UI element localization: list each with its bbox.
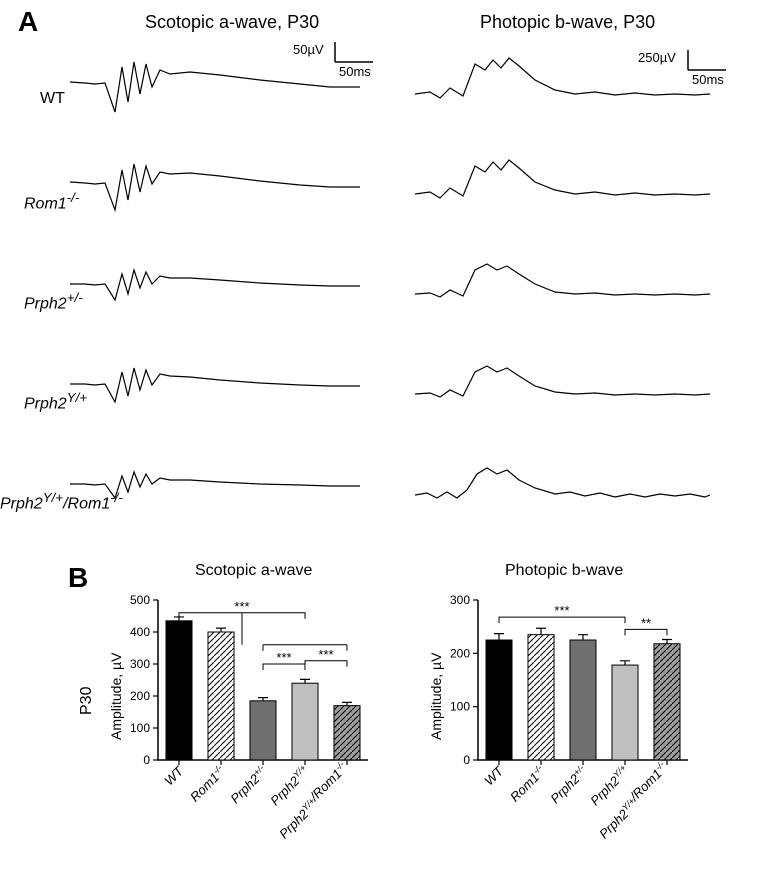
scotopic-bar-title: Scotopic a-wave (195, 562, 312, 580)
photopic-trace (415, 52, 725, 122)
photopic-bar-chart: 0100200300WTRom1-/-Prph2+/-Prph2Y/+Prph2… (450, 590, 700, 885)
p30-side-label: P30 (78, 687, 96, 715)
svg-text:100: 100 (130, 721, 150, 735)
svg-text:300: 300 (130, 657, 150, 671)
scotopic-trace (70, 352, 370, 422)
panel-a-label: A (18, 6, 38, 38)
svg-text:***: *** (234, 599, 249, 614)
panel-b-label: B (68, 562, 88, 594)
svg-text:Prph2+/-: Prph2+/- (547, 763, 590, 806)
svg-text:***: *** (318, 647, 333, 662)
svg-text:Rom1-/-: Rom1-/- (506, 763, 548, 805)
photopic-trace (415, 452, 725, 522)
svg-text:100: 100 (450, 700, 470, 714)
photopic-title: Photopic b-wave, P30 (480, 12, 655, 33)
genotype-label: WT (40, 90, 65, 108)
svg-text:200: 200 (450, 646, 470, 660)
svg-text:500: 500 (130, 593, 150, 607)
svg-text:Prph2+/-: Prph2+/- (227, 763, 270, 806)
scotopic-trace (70, 52, 370, 122)
scotopic-bar-chart: 0100200300400500WTRom1-/-Prph2+/-Prph2Y/… (130, 590, 380, 885)
svg-text:400: 400 (130, 625, 150, 639)
figure-root: A Scotopic a-wave, P30 Photopic b-wave, … (0, 0, 760, 878)
svg-text:WT: WT (161, 763, 187, 789)
photopic-trace (415, 352, 725, 422)
svg-text:WT: WT (481, 763, 507, 789)
svg-text:200: 200 (130, 689, 150, 703)
svg-text:0: 0 (463, 753, 470, 767)
svg-text:**: ** (641, 615, 651, 630)
scotopic-trace (70, 252, 370, 322)
scotopic-trace (70, 452, 370, 522)
svg-text:300: 300 (450, 593, 470, 607)
photopic-trace (415, 152, 725, 222)
photopic-trace (415, 252, 725, 322)
svg-text:***: *** (554, 603, 569, 618)
svg-text:***: *** (276, 650, 291, 665)
photopic-bar-title: Photopic b-wave (505, 562, 623, 580)
photopic-ylabel: Amplitude, µV (428, 653, 444, 740)
scotopic-ylabel: Amplitude, µV (108, 653, 124, 740)
svg-text:0: 0 (143, 753, 150, 767)
svg-text:Rom1-/-: Rom1-/- (186, 763, 228, 805)
scotopic-title: Scotopic a-wave, P30 (145, 12, 319, 33)
scotopic-trace (70, 152, 370, 222)
